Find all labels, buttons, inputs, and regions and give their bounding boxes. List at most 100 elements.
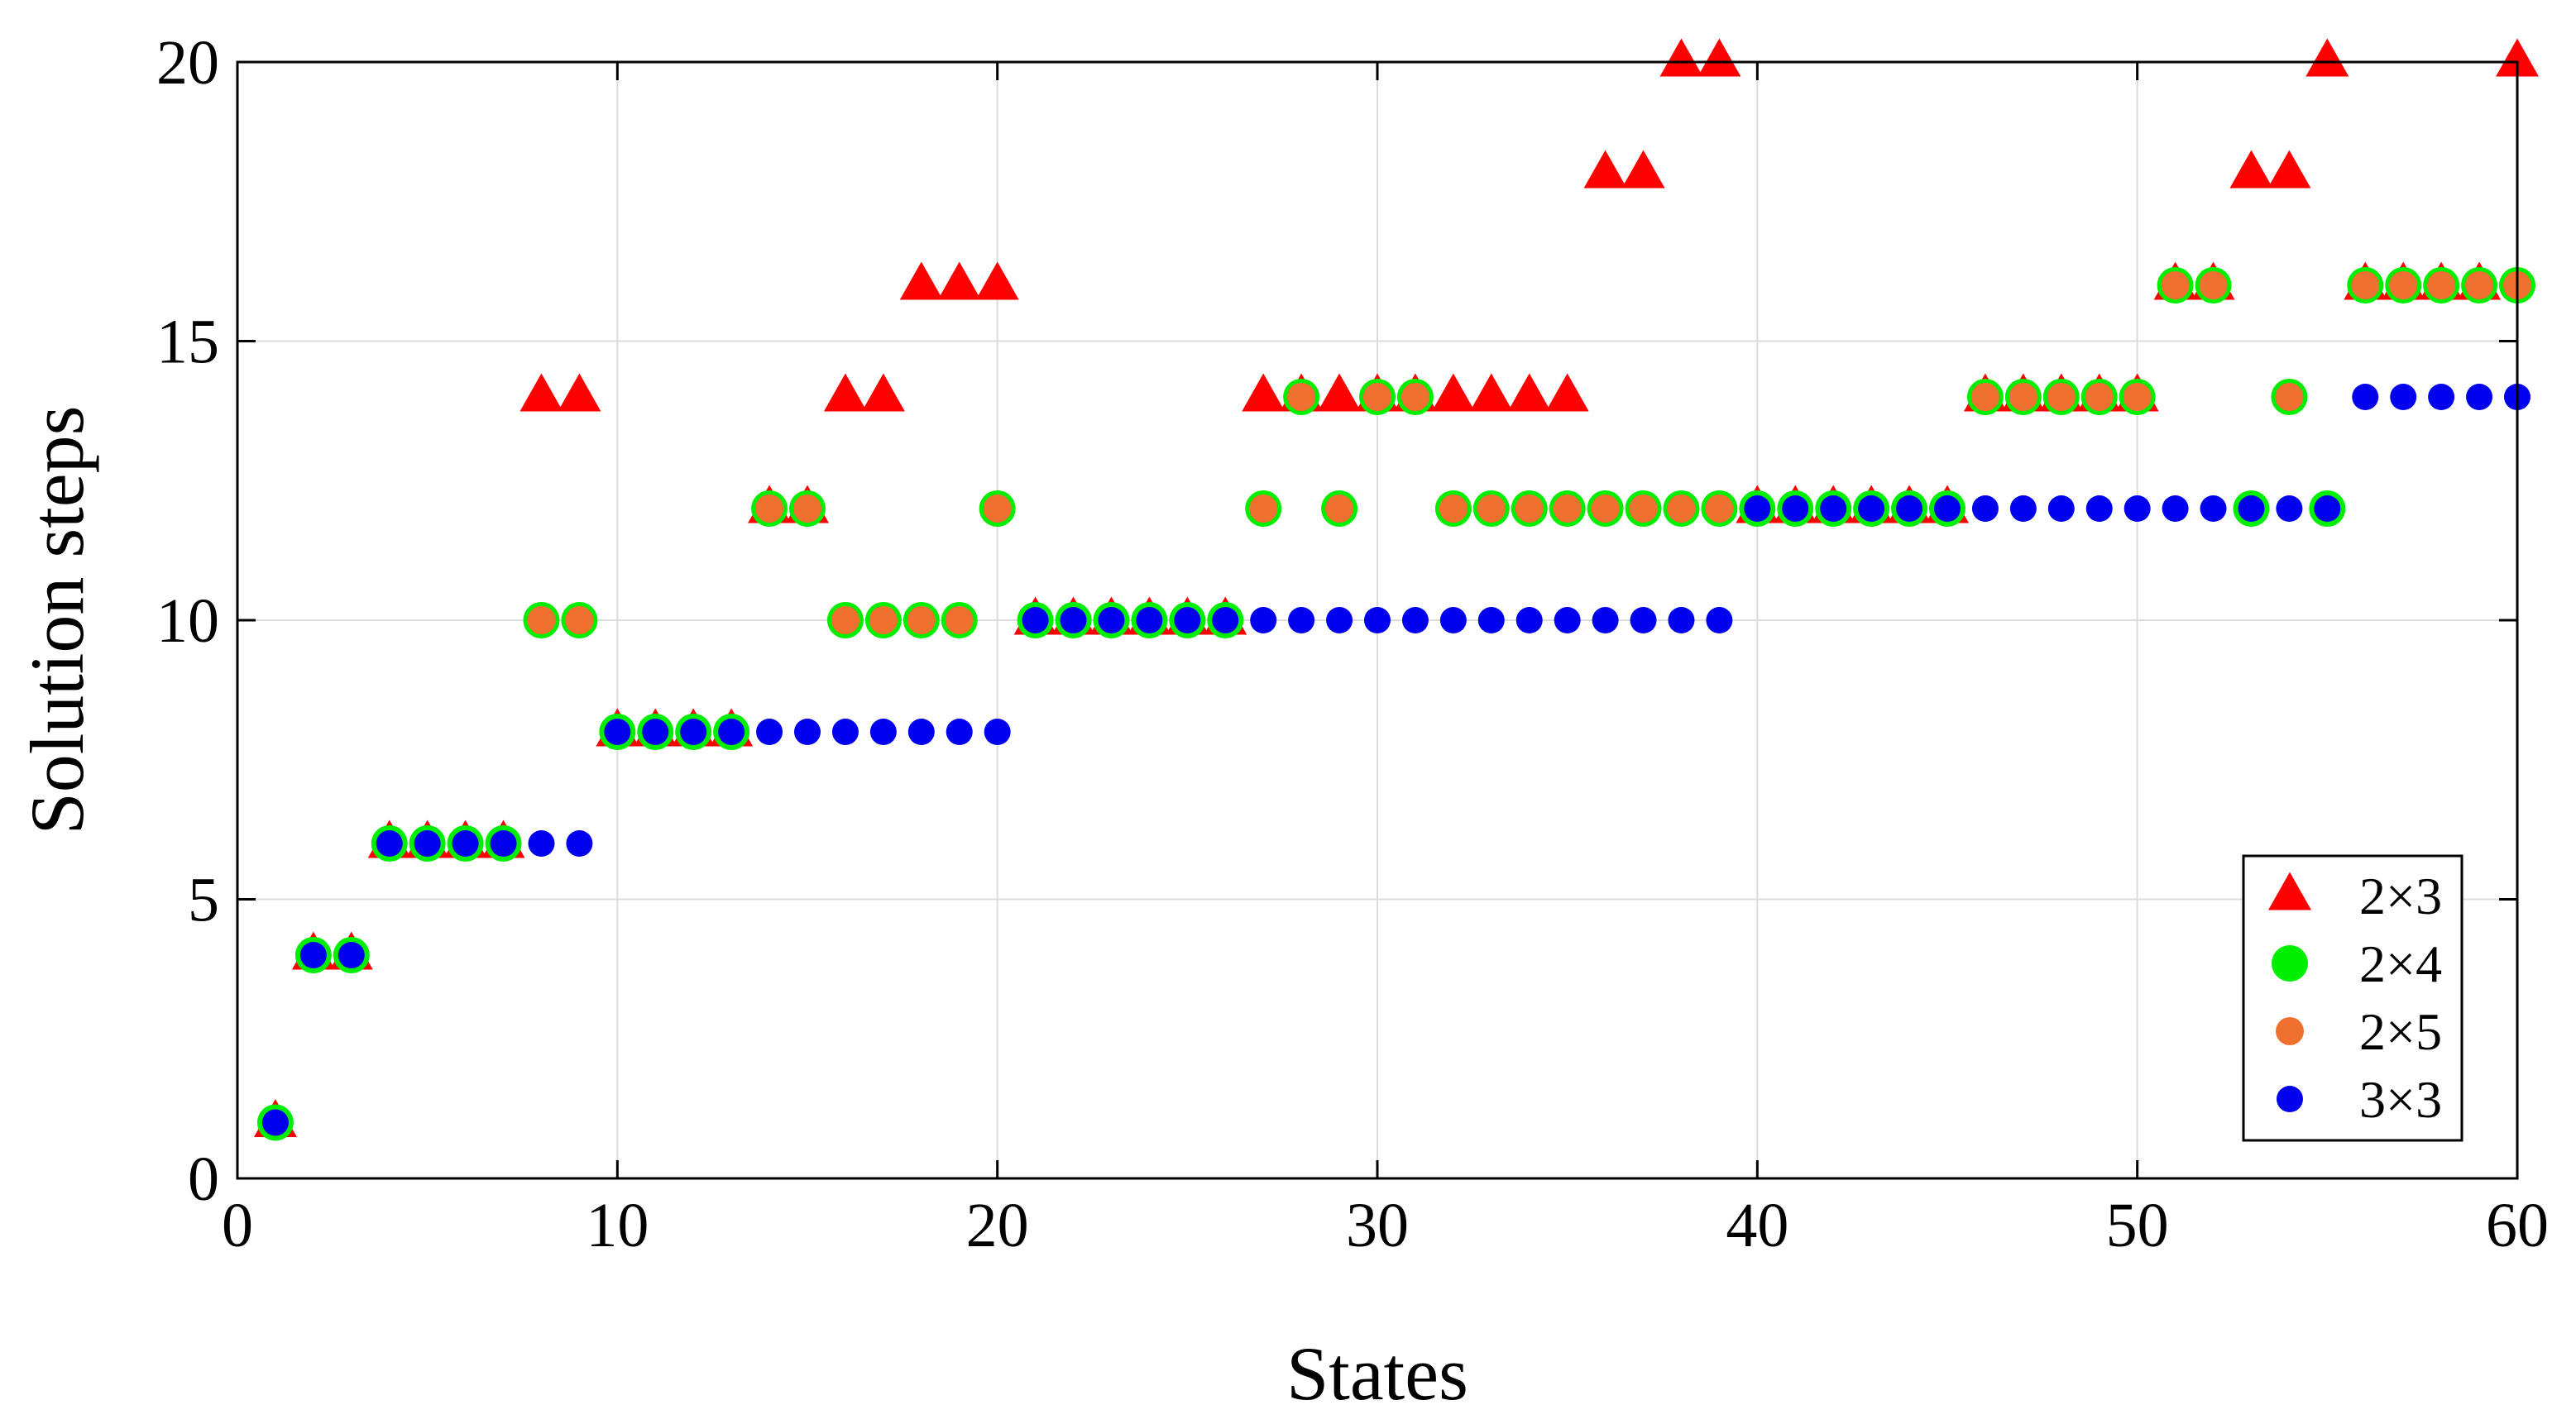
data-point (899, 261, 943, 300)
series-1 (253, 38, 2539, 1137)
legend-item: 2×4 (2272, 934, 2442, 993)
data-point (520, 373, 563, 412)
data-point (1249, 495, 1278, 523)
data-point (946, 719, 973, 745)
data-point (528, 830, 555, 857)
data-point (794, 719, 821, 745)
data-point (2085, 495, 2113, 522)
data-point (565, 606, 594, 634)
legend-label: 2×4 (2359, 934, 2442, 993)
data-point (718, 719, 745, 745)
data-point (1896, 495, 1923, 522)
data-point (1363, 383, 1391, 411)
data-point (490, 830, 517, 857)
x-tick-label: 20 (966, 1191, 1029, 1260)
data-point (2466, 384, 2493, 410)
data-point (984, 719, 1011, 745)
legend-marker (2276, 1017, 2304, 1045)
data-point (1706, 607, 1733, 633)
data-point (2162, 495, 2189, 522)
data-point (1477, 495, 1506, 523)
data-point (1668, 607, 1695, 633)
x-tick-label: 40 (1726, 1191, 1788, 1260)
data-point (2238, 495, 2265, 522)
data-point (1174, 607, 1201, 633)
data-point (1697, 38, 1741, 77)
data-point (680, 719, 707, 745)
data-point (2085, 383, 2114, 411)
y-tick-label: 10 (156, 586, 219, 656)
data-point (945, 606, 974, 634)
data-point (1515, 607, 1543, 633)
legend: 2×3 2×4 2×5 3×3 (2242, 854, 2463, 1142)
data-point (2275, 383, 2304, 411)
data-point (2305, 38, 2349, 77)
data-point (831, 606, 859, 634)
data-point (1554, 607, 1581, 633)
data-point (2199, 271, 2228, 299)
x-tick-label: 10 (586, 1191, 649, 1260)
data-point (452, 830, 479, 857)
data-point (869, 719, 897, 745)
legend-label: 2×3 (2359, 867, 2442, 925)
data-point (2465, 271, 2494, 299)
data-point (1621, 150, 1665, 189)
data-point (2351, 271, 2380, 299)
data-point (1744, 495, 1771, 522)
data-point (338, 942, 365, 968)
data-point (566, 830, 593, 857)
legend-item: 3×3 (2277, 1070, 2442, 1129)
data-point (2276, 495, 2303, 522)
data-point (2009, 495, 2037, 522)
data-point (1970, 383, 1999, 411)
data-point (975, 261, 1019, 300)
data-point (2496, 38, 2539, 77)
data-point (558, 373, 601, 412)
y-tick-label: 0 (188, 1144, 219, 1214)
data-point (1507, 373, 1551, 412)
data-point (1439, 495, 1468, 523)
data-point (527, 606, 556, 634)
data-point (1431, 373, 1475, 412)
data-point (2229, 150, 2273, 189)
data-point (1782, 495, 1809, 522)
data-point (937, 261, 981, 300)
series-4 (261, 384, 2531, 1136)
x-axis-title: States (1286, 1331, 1468, 1416)
x-tick-label: 0 (222, 1191, 253, 1260)
data-point (1401, 383, 1429, 411)
data-point (2314, 495, 2341, 522)
data-point (1820, 495, 1847, 522)
data-point (261, 1109, 289, 1136)
data-point (299, 942, 327, 968)
data-point (1629, 495, 1658, 523)
data-point (861, 373, 905, 412)
legend-marker (2272, 945, 2308, 982)
y-tick-label: 20 (156, 28, 219, 98)
data-point (2389, 271, 2418, 299)
data-point (1325, 495, 1354, 523)
data-point (2047, 495, 2075, 522)
data-point (1098, 607, 1125, 633)
data-point (2047, 383, 2076, 411)
x-tick-label: 30 (1346, 1191, 1409, 1260)
data-point (1401, 607, 1429, 633)
data-point (1591, 495, 1620, 523)
data-point (2161, 271, 2190, 299)
data-point (2427, 271, 2456, 299)
data-point (1288, 607, 1315, 633)
data-point (2123, 383, 2152, 411)
series-3 (527, 271, 2531, 634)
data-point (1545, 373, 1589, 412)
data-point (2009, 383, 2037, 411)
data-point (823, 373, 867, 412)
data-point (2390, 384, 2417, 410)
series-2 (256, 267, 2535, 1141)
data-point (1477, 607, 1505, 633)
data-point (1439, 607, 1467, 633)
data-point (604, 719, 631, 745)
data-point (1630, 607, 1657, 633)
data-point (1022, 607, 1049, 633)
data-points (253, 38, 2539, 1141)
